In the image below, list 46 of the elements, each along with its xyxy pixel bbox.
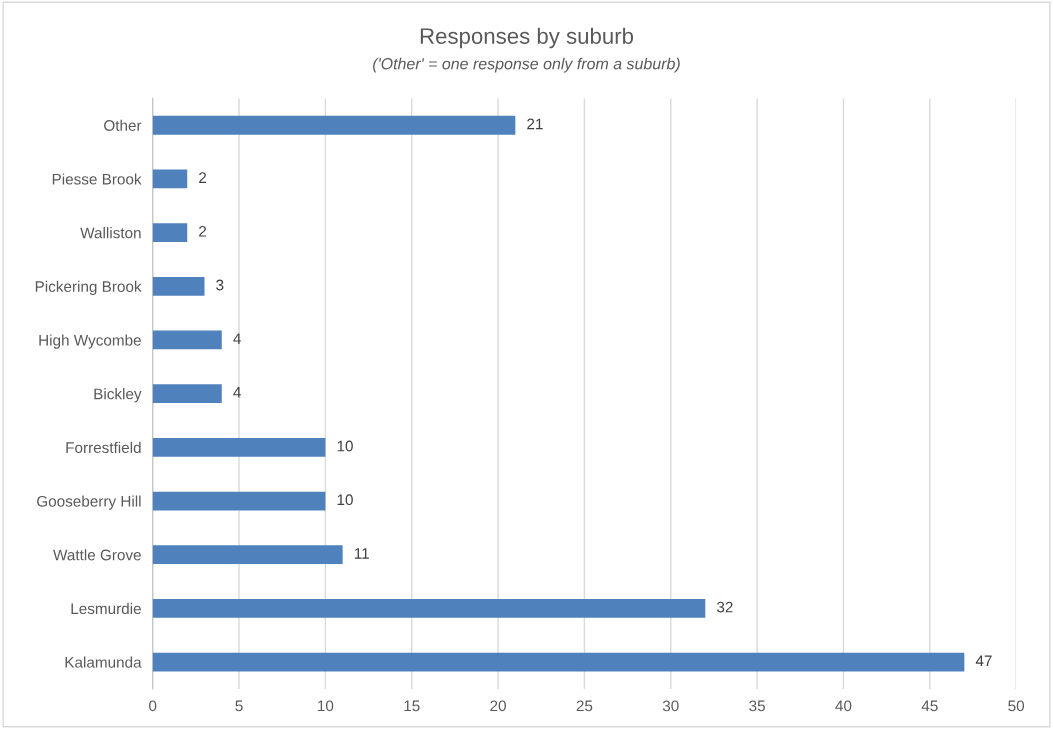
- x-tick-label: 30: [662, 700, 679, 712]
- bar: [152, 169, 188, 189]
- data-label: 2: [199, 172, 207, 183]
- bar: [152, 437, 326, 457]
- x-tick-label: 10: [318, 700, 334, 712]
- y-tick-label: Piesse Brook: [52, 173, 142, 185]
- data-label: 21: [527, 118, 543, 130]
- x-tick-label: 15: [404, 700, 420, 712]
- bar: [152, 598, 706, 618]
- data-label: 10: [337, 440, 353, 452]
- x-tick-label: 0: [149, 700, 157, 712]
- bar: [152, 330, 222, 350]
- y-tick-label: High Wycombe: [39, 334, 141, 349]
- y-tick-label: Bickley: [94, 388, 142, 403]
- bar: [152, 491, 326, 511]
- chart-subtitle: ('Other' = one response only from a suburb): [373, 57, 680, 73]
- data-label: 2: [199, 225, 207, 237]
- y-tick-label: Walliston: [80, 227, 141, 239]
- x-tick-label: 5: [235, 700, 243, 712]
- y-tick-label: Lesmurdie: [71, 602, 141, 615]
- bar: [152, 384, 222, 404]
- data-label: 32: [716, 601, 733, 613]
- y-tick-label: Kalamunda: [65, 656, 142, 668]
- chart-title: Responses by suburb: [420, 27, 634, 49]
- bar: [152, 276, 205, 296]
- data-label: 4: [233, 333, 241, 344]
- data-label: 3: [216, 279, 224, 291]
- data-label: 11: [354, 548, 369, 559]
- y-tick-label: Pickering Brook: [35, 280, 142, 295]
- data-label: 10: [337, 494, 353, 506]
- x-tick-label: 40: [835, 700, 852, 712]
- x-tick-label: 20: [490, 700, 506, 712]
- y-tick-label: Forrestfield: [66, 441, 141, 454]
- x-tick-label: 45: [921, 700, 938, 712]
- data-label: 47: [975, 655, 992, 667]
- y-tick-label: Other: [104, 119, 142, 131]
- y-tick-label: Gooseberry Hill: [37, 495, 141, 510]
- bar: [152, 545, 343, 565]
- bar: [152, 223, 188, 243]
- x-tick-label: 25: [576, 700, 593, 712]
- bar: [152, 115, 516, 135]
- y-tick-label: Wattle Grove: [53, 549, 141, 561]
- x-tick-label: 35: [749, 700, 765, 712]
- data-label: 4: [233, 387, 241, 398]
- x-tick-label: 50: [1008, 700, 1025, 712]
- bar: [152, 652, 965, 672]
